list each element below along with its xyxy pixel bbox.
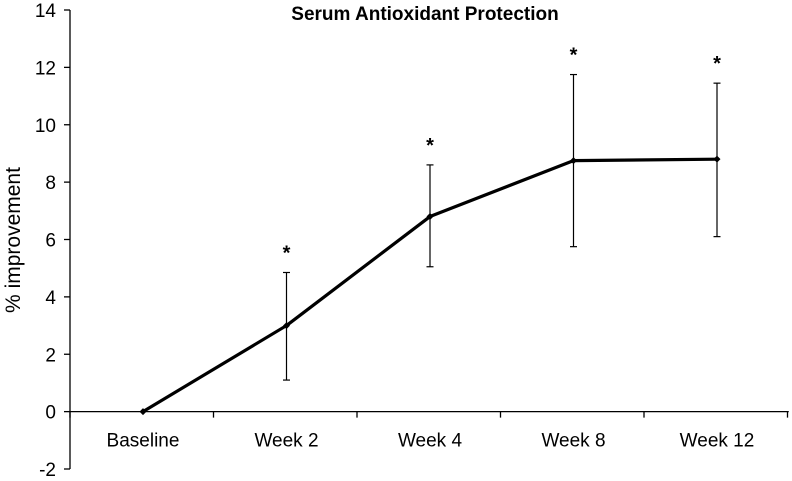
significance-marker: * — [426, 135, 434, 157]
data-point — [283, 322, 290, 330]
chart-title: Serum Antioxidant Protection — [291, 4, 558, 25]
y-axis-ticks: -2 0 2 4 6 8 10 12 14 — [35, 1, 70, 481]
x-tick-label: Week 2 — [254, 431, 318, 452]
x-tick-label: Baseline — [107, 431, 180, 452]
y-tick-label: 6 — [45, 231, 56, 252]
series-line — [139, 155, 721, 416]
x-tick-label: Week 12 — [680, 431, 755, 452]
significance-marker: * — [283, 242, 291, 264]
significance-marker: * — [570, 45, 578, 67]
data-point — [713, 155, 721, 163]
x-axis: Baseline Week 2 Week 4 Week 8 Week 12 — [69, 410, 789, 452]
y-tick-label: 2 — [45, 345, 56, 366]
y-tick-label: 8 — [45, 173, 56, 194]
y-tick-label: 10 — [35, 116, 56, 137]
data-point — [570, 157, 577, 165]
y-tick-label: 4 — [45, 288, 56, 309]
data-point — [139, 408, 147, 416]
significance-marker: * — [713, 53, 721, 75]
error-bars — [283, 73, 721, 381]
y-axis-label: % improvement — [2, 167, 25, 313]
x-tick-label: Week 8 — [541, 431, 605, 452]
y-tick-label: 12 — [35, 58, 56, 79]
data-point — [426, 213, 434, 221]
y-tick-label: 14 — [35, 1, 57, 22]
x-tick-label: Week 4 — [398, 431, 463, 452]
y-tick-label: -2 — [39, 460, 56, 481]
y-tick-label: 0 — [45, 403, 56, 424]
significance-markers: * * * * — [283, 45, 722, 265]
